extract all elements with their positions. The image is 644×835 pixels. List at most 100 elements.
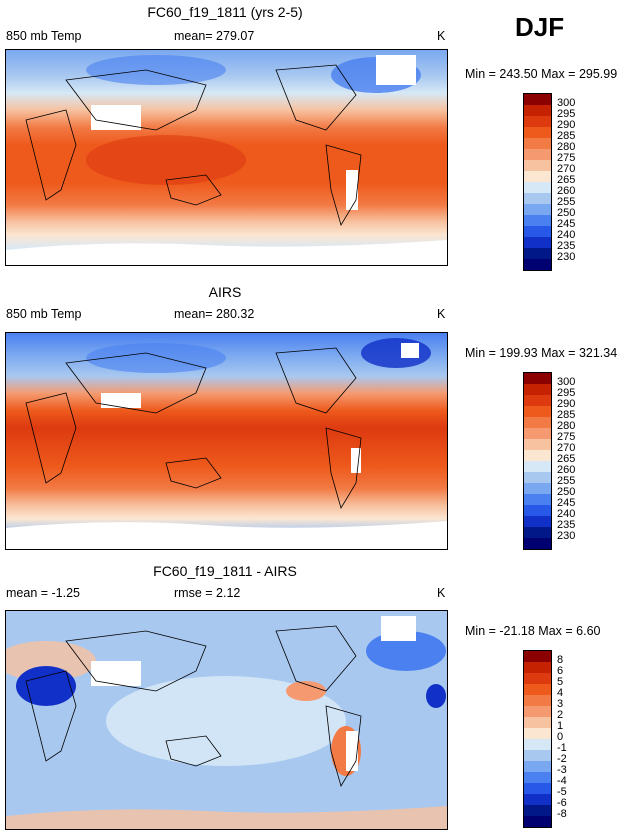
swatch	[524, 706, 551, 717]
masked-greenland	[381, 616, 416, 641]
colorbar-tick: 245	[557, 218, 576, 230]
panel-1-units: K	[437, 29, 446, 43]
masked-antarctica	[6, 240, 447, 265]
colorbar-tick: 285	[557, 409, 576, 421]
swatch	[524, 428, 551, 439]
swatch	[524, 816, 551, 827]
swatch	[524, 226, 551, 237]
colorbar-tick: 260	[557, 185, 576, 197]
panel-2-units: K	[437, 307, 446, 321]
panel-2-mean: mean= 280.32	[174, 307, 255, 321]
colorbar-tick: -4	[557, 775, 567, 787]
swatch	[524, 662, 551, 673]
swatch	[524, 105, 551, 116]
panel-3-map	[5, 610, 448, 830]
swatch	[524, 739, 551, 750]
panel-3-minmax: Min = -21.18 Max = 6.60	[465, 624, 601, 638]
swatch	[524, 450, 551, 461]
swatch	[524, 204, 551, 215]
colorbar-tick: 265	[557, 174, 576, 186]
panel-2-colorbar	[523, 372, 552, 550]
season-label: DJF	[515, 12, 565, 42]
swatch	[524, 417, 551, 428]
swatch	[524, 684, 551, 695]
colorbar-tick: 230	[557, 530, 576, 542]
colorbar-tick: 230	[557, 251, 576, 263]
swatch	[524, 384, 551, 395]
panel-1-mean: mean= 279.07	[174, 29, 255, 43]
cold-region-siberia	[86, 343, 226, 373]
colorbar-tick: 235	[557, 519, 576, 531]
colorbar-tick: 290	[557, 119, 576, 131]
panel-2-variable: 850 mb Temp	[6, 307, 82, 321]
swatch	[524, 248, 551, 259]
swatch	[524, 538, 551, 549]
colorbar-tick: 6	[557, 665, 564, 677]
colorbar-tick: 255	[557, 475, 576, 487]
coastlines	[25, 64, 362, 226]
panel-1-map	[5, 49, 448, 266]
panel-2-minmax: Min = 199.93 Max = 321.34	[465, 346, 618, 360]
panel-2-map	[5, 332, 448, 550]
colorbar-tick: 250	[557, 207, 576, 219]
panel-3-mean: mean = -1.25	[6, 586, 81, 600]
coast-africa	[25, 109, 77, 201]
temperature-field	[6, 333, 447, 549]
swatch	[524, 373, 551, 384]
masked-andes	[346, 170, 358, 210]
colorbar-tick: 240	[557, 508, 576, 520]
swatch	[524, 149, 551, 160]
coast-south-america	[325, 427, 362, 509]
colorbar-tick: 240	[557, 229, 576, 241]
colorbar-tick: 255	[557, 196, 576, 208]
colorbar-tick: 245	[557, 497, 576, 509]
colorbar-tick: 1	[557, 720, 564, 732]
coast-australia	[165, 174, 222, 206]
swatch	[524, 695, 551, 706]
swatch	[524, 483, 551, 494]
swatch	[524, 215, 551, 226]
colorbar-tick: 270	[557, 163, 576, 175]
colorbar-tick: 280	[557, 141, 576, 153]
coastlines	[25, 347, 362, 509]
colorbar-tick: 3	[557, 698, 564, 710]
swatch	[524, 794, 551, 805]
panel-1-title: FC60_f19_1811 (yrs 2-5)	[147, 4, 303, 20]
colorbar-tick: 285	[557, 130, 576, 142]
masked-greenland	[376, 55, 416, 85]
panel-1-minmax: Min = 243.50 Max = 295.99	[465, 67, 618, 81]
colorbar-tick: -5	[557, 786, 567, 798]
colorbar-tick: 290	[557, 398, 576, 410]
swatch	[524, 461, 551, 472]
colorbar-tick: -3	[557, 764, 567, 776]
coast-eurasia	[65, 630, 207, 692]
swatch	[524, 728, 551, 739]
panel-3-rmse: rmse = 2.12	[174, 586, 241, 600]
colorbar-tick: 0	[557, 731, 564, 743]
colorbar-tick: 280	[557, 420, 576, 432]
swatch	[524, 516, 551, 527]
colorbar-tick: 5	[557, 676, 564, 688]
swatch	[524, 182, 551, 193]
panel-3-units: K	[437, 586, 446, 600]
colorbar-tick: 300	[557, 376, 576, 388]
coast-south-america	[325, 144, 362, 226]
coast-africa	[25, 670, 77, 762]
colorbar-tick: 235	[557, 240, 576, 252]
colorbar-tick: 270	[557, 442, 576, 454]
colorbar-tick: 295	[557, 108, 576, 120]
masked-antarctica	[6, 521, 447, 549]
panel-3-colorbar	[523, 650, 552, 828]
colorbar-tick: 250	[557, 486, 576, 498]
coast-africa	[25, 392, 77, 484]
coast-australia	[165, 735, 222, 767]
colorbar-tick: 300	[557, 97, 576, 109]
warm-bias-region	[286, 681, 326, 701]
swatch	[524, 472, 551, 483]
panel-1-variable: 850 mb Temp	[6, 29, 82, 43]
cold-region-greenland	[361, 338, 431, 368]
colorbar-tick: -1	[557, 742, 567, 754]
panel-3-title: FC60_f19_1811 - AIRS	[153, 563, 297, 579]
swatch	[524, 237, 551, 248]
swatch	[524, 395, 551, 406]
